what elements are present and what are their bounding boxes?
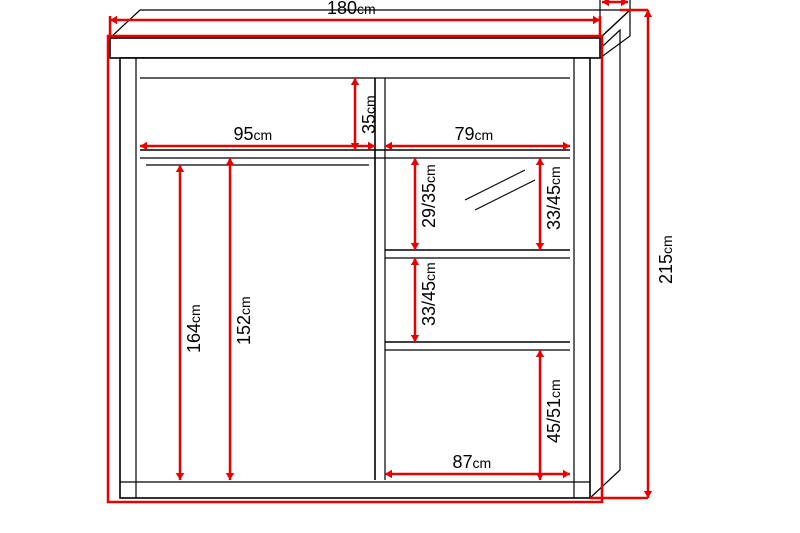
label-33-45b: 33/45cm [544, 166, 565, 230]
dim-value: 152 [234, 315, 254, 345]
dim-value: 29/35 [419, 183, 439, 228]
dim-unit: cm [362, 95, 378, 114]
dim-value: 35 [359, 114, 379, 134]
dim-value: 95 [234, 124, 254, 144]
label-29-35: 29/35cm [419, 164, 440, 228]
dim-value: 33/45 [544, 185, 564, 230]
label-height: 215cm [656, 235, 677, 284]
dim-value: 87 [453, 452, 473, 472]
dim-unit: cm [254, 127, 273, 143]
label-45-51: 45/51cm [544, 379, 565, 443]
dim-value: 164 [184, 322, 204, 352]
label-33-45: 33/45cm [419, 262, 440, 326]
dim-unit: cm [473, 455, 492, 471]
dim-value: 33/45 [419, 281, 439, 326]
dim-unit: cm [659, 235, 675, 254]
label-152: 152cm [234, 296, 255, 345]
label-width: 180cm [327, 0, 376, 19]
dim-unit: cm [547, 166, 563, 185]
label-top-shelf: 35cm [359, 95, 380, 134]
label-164: 164cm [184, 304, 205, 353]
dim-unit: cm [237, 296, 253, 315]
dim-unit: cm [422, 262, 438, 281]
dim-value: 79 [455, 124, 475, 144]
diagram-canvas: 180cm58cm215cm35cm95cm79cm164cm152cm29/3… [0, 0, 800, 533]
label-right-w: 79cm [455, 124, 494, 145]
label-left-w: 95cm [234, 124, 273, 145]
dim-value: 45/51 [544, 398, 564, 443]
dim-value: 215 [656, 254, 676, 284]
dim-unit: cm [187, 304, 203, 323]
label-87: 87cm [453, 452, 492, 473]
dim-unit: cm [475, 127, 494, 143]
diagram-svg [0, 0, 800, 533]
dim-unit: cm [547, 379, 563, 398]
dim-unit: cm [422, 164, 438, 183]
dim-value: 180 [327, 0, 357, 18]
dim-unit: cm [357, 1, 376, 17]
